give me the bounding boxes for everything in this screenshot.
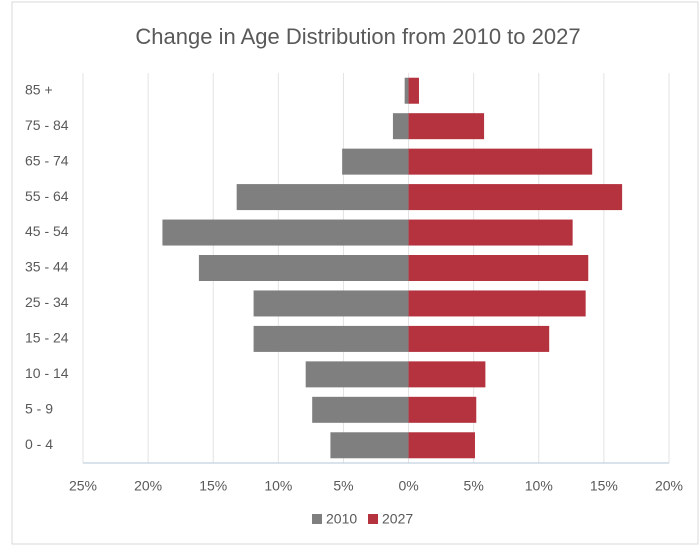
y-tick-label: 0 - 4: [25, 436, 53, 452]
y-tick-label: 15 - 24: [25, 330, 69, 346]
bar: [253, 290, 409, 317]
x-tick-label: 15%: [199, 478, 227, 494]
bar: [408, 325, 550, 352]
x-tick-label: 10%: [264, 478, 292, 494]
x-tick-label: 5%: [464, 478, 484, 494]
chart-title: Change in Age Distribution from 2010 to …: [135, 24, 580, 49]
y-tick-label: 45 - 54: [25, 223, 69, 239]
bar: [408, 219, 573, 246]
legend-swatch: [368, 514, 378, 524]
x-tick-label: 15%: [590, 478, 618, 494]
bar: [408, 184, 623, 211]
bar: [162, 219, 409, 246]
bar: [305, 361, 409, 388]
bar: [408, 148, 593, 175]
bar: [408, 432, 475, 459]
bar: [408, 113, 485, 140]
y-tick-label: 25 - 34: [25, 294, 69, 310]
x-tick-label: 20%: [655, 478, 683, 494]
legend-label: 2027: [382, 511, 413, 527]
bar: [330, 432, 409, 459]
bar: [198, 255, 409, 281]
bar: [408, 77, 419, 104]
x-tick-label: 5%: [333, 478, 353, 494]
y-tick-label: 85 +: [25, 81, 53, 97]
bar: [408, 361, 486, 388]
y-tick-label: 75 - 84: [25, 117, 69, 133]
bar: [236, 184, 409, 211]
y-tick-label: 35 - 44: [25, 259, 69, 275]
bar: [392, 113, 409, 140]
y-tick-label: 10 - 14: [25, 365, 69, 381]
y-tick-label: 5 - 9: [25, 401, 53, 417]
bar: [404, 77, 409, 104]
bar: [253, 325, 409, 352]
y-tick-label: 65 - 74: [25, 152, 69, 168]
x-tick-label: 25%: [69, 478, 97, 494]
y-tick-label: 55 - 64: [25, 188, 69, 204]
bar: [408, 290, 586, 317]
x-tick-label: 10%: [525, 478, 553, 494]
bar: [342, 148, 409, 175]
x-tick-label: 20%: [134, 478, 162, 494]
bar: [408, 396, 477, 423]
legend-swatch: [312, 514, 322, 524]
bar: [312, 396, 409, 423]
x-tick-label: 0%: [398, 478, 418, 494]
legend-label: 2010: [326, 511, 357, 527]
bar: [408, 255, 589, 281]
